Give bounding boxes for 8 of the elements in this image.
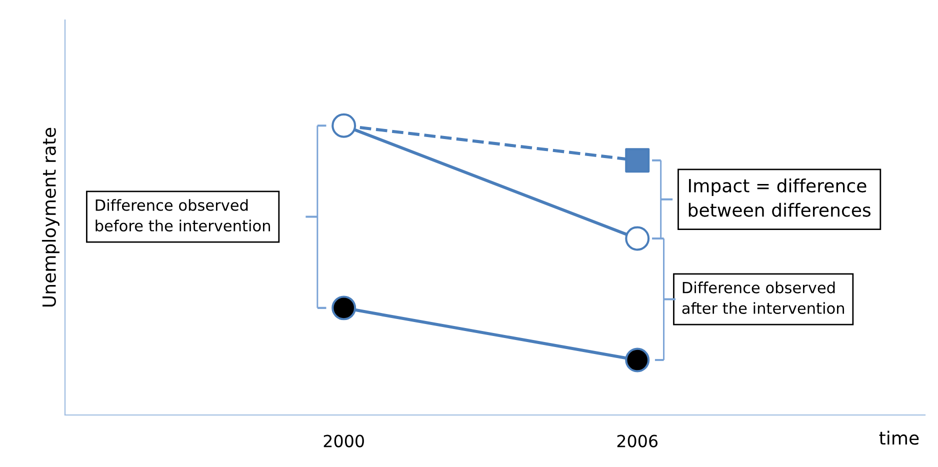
x-axis-title: time bbox=[879, 430, 919, 445]
y-axis-title: Unemployment rate bbox=[42, 128, 60, 307]
x-tick-label: 2000 bbox=[324, 434, 364, 448]
x-tick-label: 2006 bbox=[617, 434, 658, 448]
annotation: Impact = difference between differences bbox=[688, 178, 870, 217]
annotation: Difference observed after the intervention bbox=[682, 282, 844, 314]
point bbox=[625, 148, 650, 173]
annotation: Difference observed before the intervention bbox=[96, 199, 270, 232]
